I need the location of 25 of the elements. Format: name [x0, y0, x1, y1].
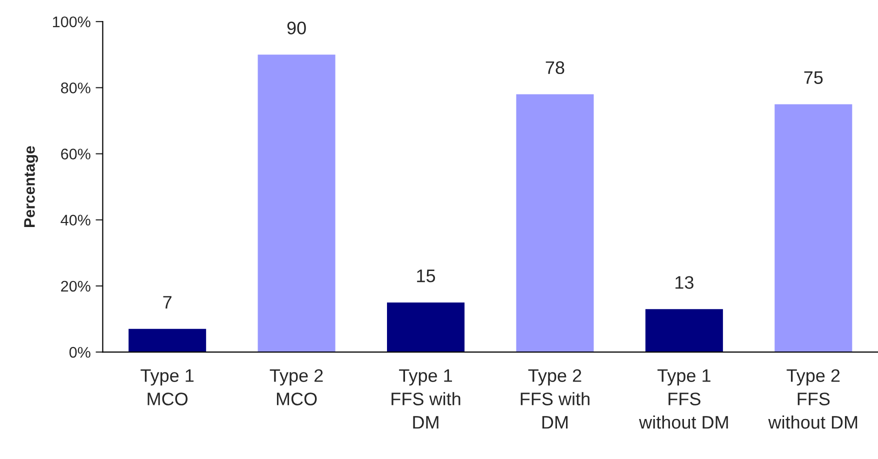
- data-label: 78: [546, 61, 564, 74]
- bar: [128, 328, 206, 352]
- y-tick-label: 20%: [61, 280, 90, 292]
- x-tick-label: Type 2 FFS with DM: [520, 369, 590, 429]
- y-tick-label: 0%: [69, 346, 90, 358]
- x-tick-label: Type 1 FFS without DM: [639, 369, 728, 429]
- bar: [516, 94, 594, 352]
- bar: [645, 309, 723, 352]
- y-tick-label: 60%: [61, 148, 90, 160]
- bar: [774, 104, 852, 352]
- data-label: 75: [804, 71, 823, 84]
- bar: [258, 54, 336, 352]
- x-tick-label: Type 1 FFS with DM: [392, 369, 460, 429]
- y-tick-label: 40%: [60, 214, 90, 226]
- x-tick-label: Type 2 MCO: [270, 369, 323, 406]
- data-label: 7: [163, 296, 172, 309]
- y-tick-label: 80%: [61, 82, 90, 94]
- bar: [386, 302, 465, 352]
- y-axis-title: Percentage: [24, 146, 38, 227]
- x-tick-label: Type 2 FFS without DM: [768, 369, 858, 429]
- data-label: 90: [287, 22, 306, 34]
- y-tick-label: 100%: [53, 16, 90, 28]
- data-label: 15: [417, 270, 436, 282]
- x-tick-label: Type 1 MCO: [140, 369, 194, 406]
- data-label: 13: [676, 276, 694, 289]
